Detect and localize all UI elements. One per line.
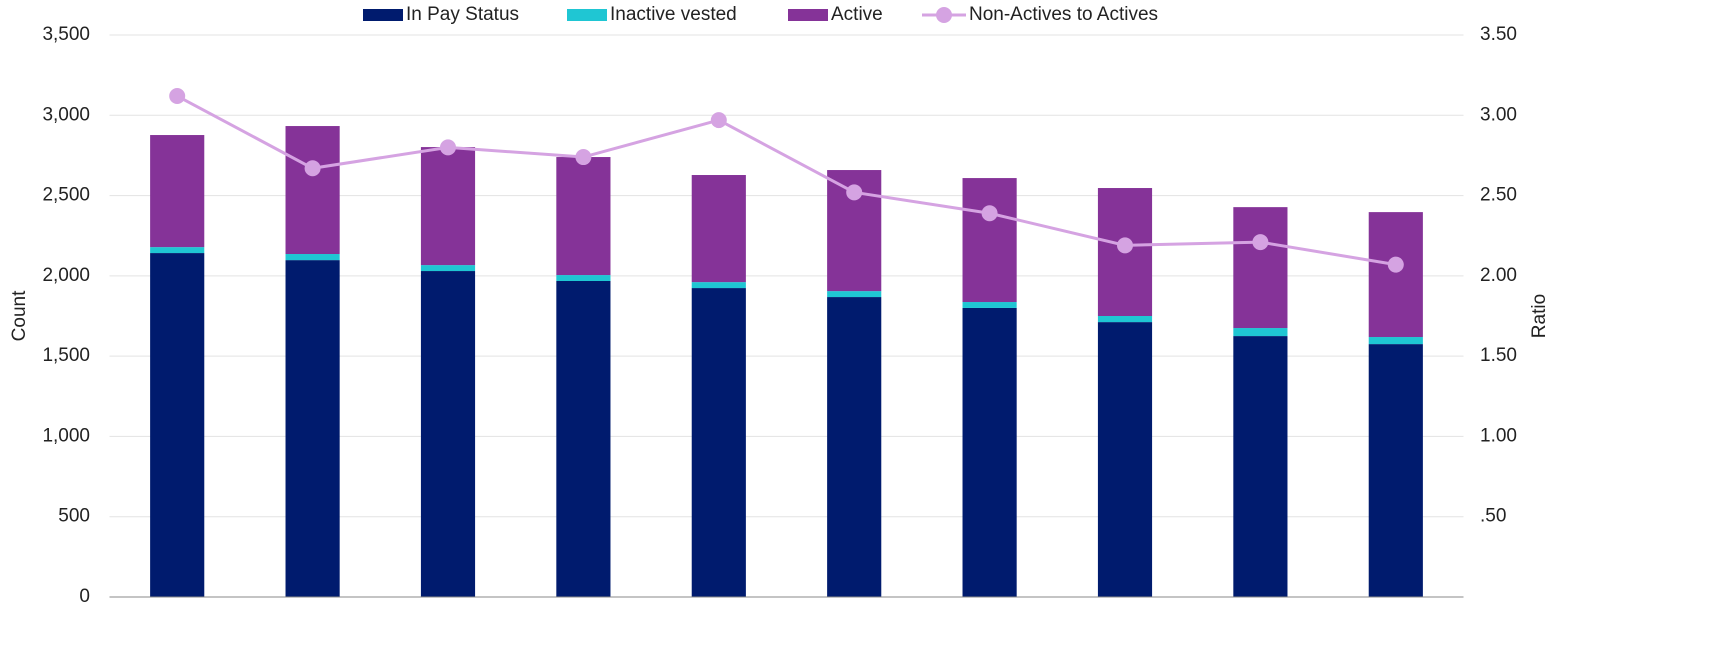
y2-tick-label: 3.50 — [1480, 24, 1517, 45]
bar-segment — [1097, 322, 1153, 597]
y-tick-label: 3,000 — [42, 104, 90, 125]
bar-segment — [420, 147, 476, 266]
line-point — [440, 139, 456, 156]
bar-segment — [420, 265, 476, 272]
line-point — [169, 88, 186, 105]
bar-segment — [962, 178, 1017, 303]
bar-segment — [150, 135, 205, 248]
bar-segment — [827, 291, 882, 298]
y2-tick-label: 2.00 — [1480, 265, 1517, 286]
bar-segment — [1233, 328, 1288, 337]
line-point — [1117, 237, 1133, 254]
bar-segment — [1368, 212, 1423, 338]
legend-label: Active — [831, 4, 883, 25]
legend-marker — [936, 7, 952, 23]
y2-tick-label: 3.00 — [1480, 104, 1517, 125]
bar-segment — [691, 282, 746, 289]
legend-label: In Pay Status — [406, 4, 519, 25]
bar-segment — [691, 288, 746, 597]
legend-swatch — [788, 9, 828, 21]
y-tick-label: 2,500 — [42, 185, 90, 206]
y-tick-label: 500 — [58, 506, 90, 527]
y-tick-label: 2,000 — [42, 265, 90, 286]
line-point — [981, 205, 998, 222]
bar-segment — [1368, 344, 1423, 597]
bar-segment — [962, 307, 1017, 597]
y-tick-label: 3,500 — [42, 24, 90, 45]
bar-segment — [827, 297, 882, 597]
bar-segment — [556, 280, 611, 597]
line-point — [1252, 234, 1269, 251]
legend-label: Inactive vested — [610, 4, 737, 25]
y-axis-title: Count — [9, 290, 30, 341]
bar-segment — [285, 126, 340, 255]
y2-tick-label: 1.00 — [1480, 425, 1517, 446]
bar-segment — [556, 157, 611, 276]
line — [176, 94, 1397, 267]
bar-segment — [150, 247, 205, 254]
bar-segment — [150, 253, 205, 597]
bar-segment — [420, 271, 476, 597]
y-tick-label: 1,500 — [42, 345, 90, 366]
y-tick-label: 1,000 — [42, 425, 90, 446]
line-point — [846, 184, 863, 201]
line-point — [1387, 256, 1404, 273]
bar-segment — [691, 175, 746, 283]
y2-tick-label: 1.50 — [1480, 345, 1517, 366]
y2-axis-title: Ratio — [1529, 294, 1550, 338]
legend-label: Non-Actives to Actives — [969, 4, 1158, 25]
bar-segment — [1233, 336, 1288, 597]
bar-segment — [1097, 316, 1153, 323]
legend-swatch — [567, 9, 607, 21]
bar-segment — [1368, 337, 1423, 345]
line-point — [710, 112, 727, 129]
y-tick-label: 0 — [79, 586, 90, 607]
line-point — [575, 149, 592, 166]
bar-segment — [1233, 207, 1288, 329]
bar-segment — [285, 260, 340, 597]
bar-segment — [556, 275, 611, 281]
y2-tick-label: 2.50 — [1480, 185, 1517, 206]
line-point — [304, 160, 321, 177]
bar-segment — [285, 254, 340, 261]
bar-segment — [962, 302, 1017, 308]
y2-tick-label: .50 — [1480, 506, 1506, 527]
legend-swatch — [363, 9, 403, 21]
